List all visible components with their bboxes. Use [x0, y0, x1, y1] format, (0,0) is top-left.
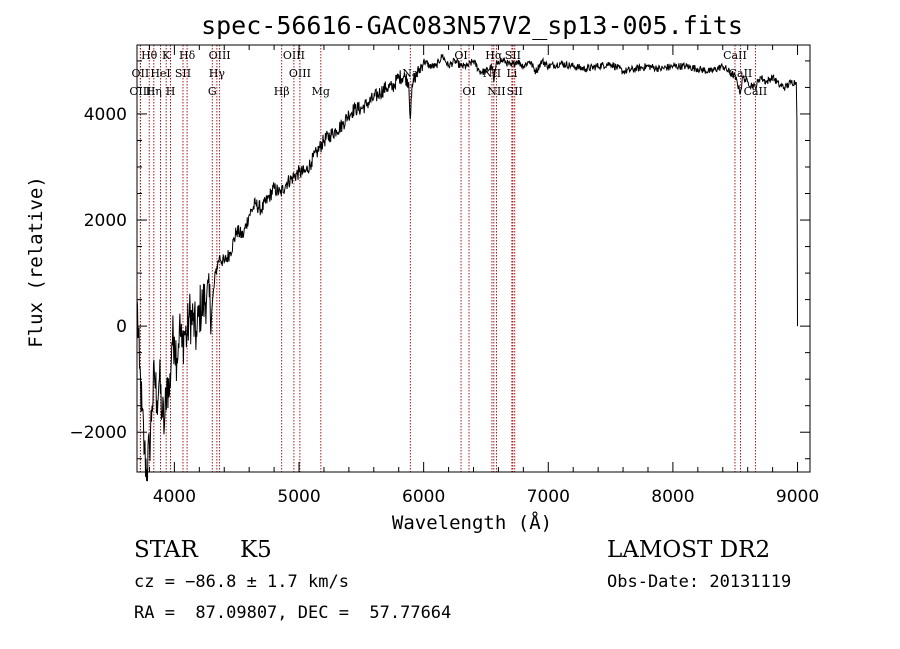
line-marker-label-21: NII	[487, 85, 505, 98]
y-tick-label-0: −2000	[69, 423, 127, 443]
line-marker-label-12: Hβ	[274, 85, 290, 98]
x-tick-label-3: 7000	[527, 487, 570, 507]
line-marker-label-6: H	[166, 85, 176, 98]
y-tick-label-1: 0	[116, 317, 127, 337]
line-marker-label-1: OII	[132, 67, 150, 80]
y-tick-label-2: 2000	[84, 211, 127, 231]
survey-name: LAMOST DR2	[607, 537, 771, 563]
line-marker-label-4: HeI	[150, 67, 170, 80]
x-tick-label-4: 8000	[651, 487, 694, 507]
spectrum-series	[136, 53, 798, 482]
line-marker-label-26: CaII	[729, 67, 753, 80]
line-marker-label-16: Na	[402, 67, 419, 80]
line-marker-label-2: OIII	[129, 85, 151, 98]
redshift-text: cz = −86.8 ± 1.7 km/s	[134, 572, 349, 592]
line-marker-label-5: K	[162, 49, 171, 62]
plot-frame	[136, 44, 811, 473]
line-marker-label-7: SII	[175, 67, 191, 80]
line-marker-label-3: Hη	[146, 85, 162, 98]
line-marker-label-0: Hθ	[141, 49, 158, 62]
line-marker-label-20: NII	[483, 67, 501, 80]
line-marker-label-13: OIII	[283, 49, 305, 62]
object-class: STAR	[134, 537, 198, 563]
line-marker-label-25: CaII	[723, 49, 747, 62]
line-marker-label-10: Hγ	[209, 67, 226, 80]
line-marker-label-18: OI	[462, 85, 475, 98]
line-marker-label-19: Hα	[485, 49, 503, 62]
spectral-line-markers	[139, 45, 756, 472]
x-tick-label-2: 6000	[402, 487, 445, 507]
obs-date-text: Obs-Date: 20131119	[607, 572, 792, 592]
line-marker-label-27: CaII	[744, 85, 768, 98]
chart-title: spec-56616-GAC083N57V2_sp13-005.fits	[201, 11, 743, 40]
x-tick-label-5: 9000	[776, 487, 819, 507]
line-marker-label-24: SII	[507, 85, 523, 98]
line-marker-label-9: OIII	[209, 49, 231, 62]
line-marker-label-14: OIII	[289, 67, 311, 80]
y-axis-ticks: −2000 0 2000 4000	[69, 60, 810, 460]
line-marker-label-15: Mg	[312, 85, 330, 98]
spectrum-line-0	[136, 53, 798, 482]
object-subclass: K5	[240, 537, 272, 563]
y-axis-label: Flux (relative)	[25, 176, 47, 348]
x-tick-label-1: 5000	[277, 487, 320, 507]
x-axis-ticks: 4000 5000 6000 7000 8000 9000	[148, 45, 819, 507]
line-marker-label-11: G	[208, 85, 217, 98]
line-marker-label-23: SII	[505, 49, 521, 62]
line-marker-label-17: OI	[454, 49, 467, 62]
x-tick-label-0: 4000	[153, 487, 196, 507]
line-marker-label-8: Hδ	[179, 49, 196, 62]
line-marker-label-22: Li	[506, 67, 517, 80]
y-tick-label-3: 4000	[84, 105, 127, 125]
coordinates-text: RA = 87.09807, DEC = 57.77664	[134, 603, 452, 623]
x-axis-label: Wavelength (Å)	[392, 511, 552, 534]
